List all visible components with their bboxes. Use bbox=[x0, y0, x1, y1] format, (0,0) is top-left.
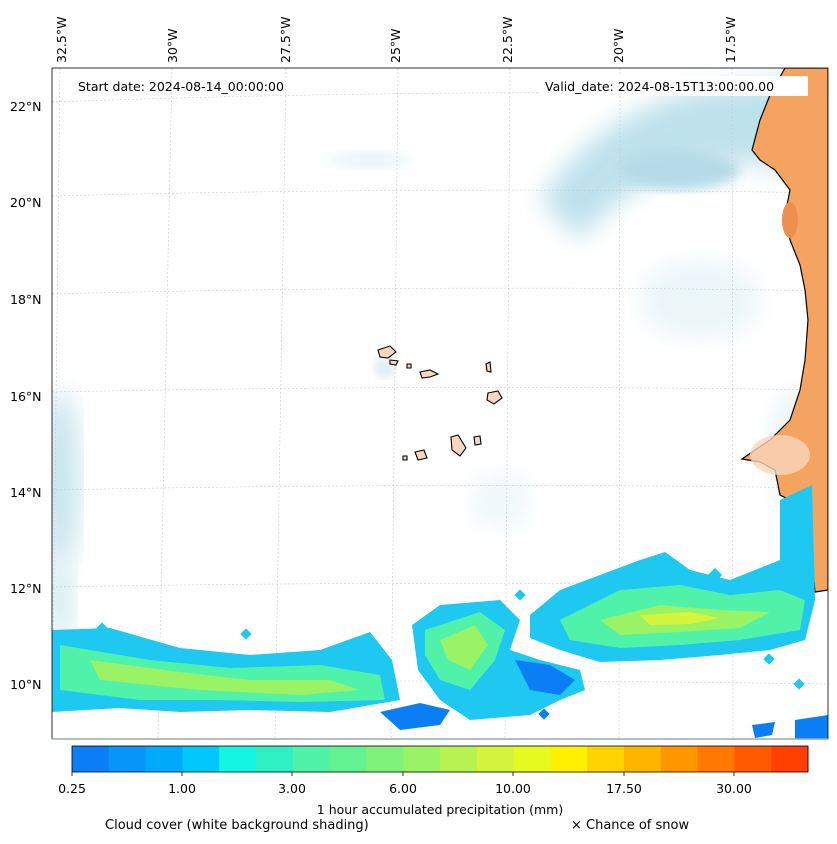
colorbar-swatch-2 bbox=[145, 746, 183, 772]
colorbar bbox=[72, 746, 809, 772]
colorbar-swatch-19 bbox=[771, 746, 809, 772]
precipitation-field bbox=[52, 485, 828, 739]
colorbar-swatch-14 bbox=[587, 746, 625, 772]
colorbar-frame bbox=[71, 745, 809, 773]
colorbar-ticks bbox=[71, 772, 735, 776]
lat-label-0: 22°N bbox=[10, 99, 42, 114]
land-shade bbox=[782, 202, 798, 238]
colorbar-swatch-5 bbox=[256, 746, 294, 772]
lat-label-6: 10°N bbox=[10, 677, 42, 692]
cbar-tick-1: 1.00 bbox=[168, 781, 196, 796]
colorbar-swatch-1 bbox=[108, 746, 147, 772]
colorbar-swatch-11 bbox=[476, 746, 515, 772]
lat-label-2: 18°N bbox=[10, 292, 42, 307]
lon-label-1: 30°W bbox=[165, 28, 180, 63]
valid-date-label: Valid_date: 2024-08-15T13:00:00.00 bbox=[545, 79, 774, 94]
start-date-label: Start date: 2024-08-14_00:00:00 bbox=[78, 79, 284, 94]
cloud-cover-caption: Cloud cover (white background shading) bbox=[105, 818, 369, 833]
lat-label-3: 16°N bbox=[10, 389, 42, 404]
lat-label-1: 20°N bbox=[10, 195, 42, 210]
cbar-tick-4: 10.00 bbox=[495, 781, 531, 796]
colorbar-swatch-15 bbox=[624, 746, 662, 772]
colorbar-swatch-10 bbox=[440, 746, 478, 772]
colorbar-swatch-7 bbox=[329, 746, 367, 772]
colorbar-swatch-6 bbox=[292, 746, 331, 772]
colorbar-swatch-18 bbox=[734, 746, 772, 772]
lon-label-5: 20°W bbox=[611, 28, 626, 63]
cbar-tick-0: 0.25 bbox=[58, 781, 86, 796]
colorbar-swatch-8 bbox=[366, 746, 404, 772]
valid-date-box bbox=[540, 76, 808, 96]
land-light-patch bbox=[750, 435, 810, 475]
cbar-tick-2: 3.00 bbox=[278, 781, 306, 796]
colorbar-swatch-4 bbox=[219, 746, 257, 772]
cbar-tick-5: 17.50 bbox=[606, 781, 642, 796]
lon-label-4: 22.5°W bbox=[500, 17, 515, 63]
colorbar-swatch-17 bbox=[697, 746, 735, 772]
colorbar-swatch-16 bbox=[660, 746, 699, 772]
cape-verde-islands bbox=[377, 345, 503, 461]
lon-label-0: 32.5°W bbox=[54, 17, 69, 63]
lon-label-2: 27.5°W bbox=[278, 17, 293, 63]
lon-label-6: 17.5°W bbox=[723, 17, 738, 63]
colorbar-swatch-9 bbox=[403, 746, 441, 772]
lat-label-5: 12°N bbox=[10, 581, 42, 596]
colorbar-swatch-0 bbox=[72, 746, 110, 772]
colorbar-swatch-13 bbox=[550, 746, 588, 772]
cbar-tick-6: 30.00 bbox=[716, 781, 752, 796]
colorbar-label: 1 hour accumulated precipitation (mm) bbox=[317, 802, 563, 817]
lon-label-3: 25°W bbox=[388, 28, 403, 63]
snow-legend-caption: × Chance of snow bbox=[571, 818, 690, 833]
cbar-tick-3: 6.00 bbox=[389, 781, 417, 796]
lat-label-4: 14°N bbox=[10, 485, 42, 500]
colorbar-swatch-3 bbox=[182, 746, 220, 772]
colorbar-swatch-12 bbox=[513, 746, 551, 772]
